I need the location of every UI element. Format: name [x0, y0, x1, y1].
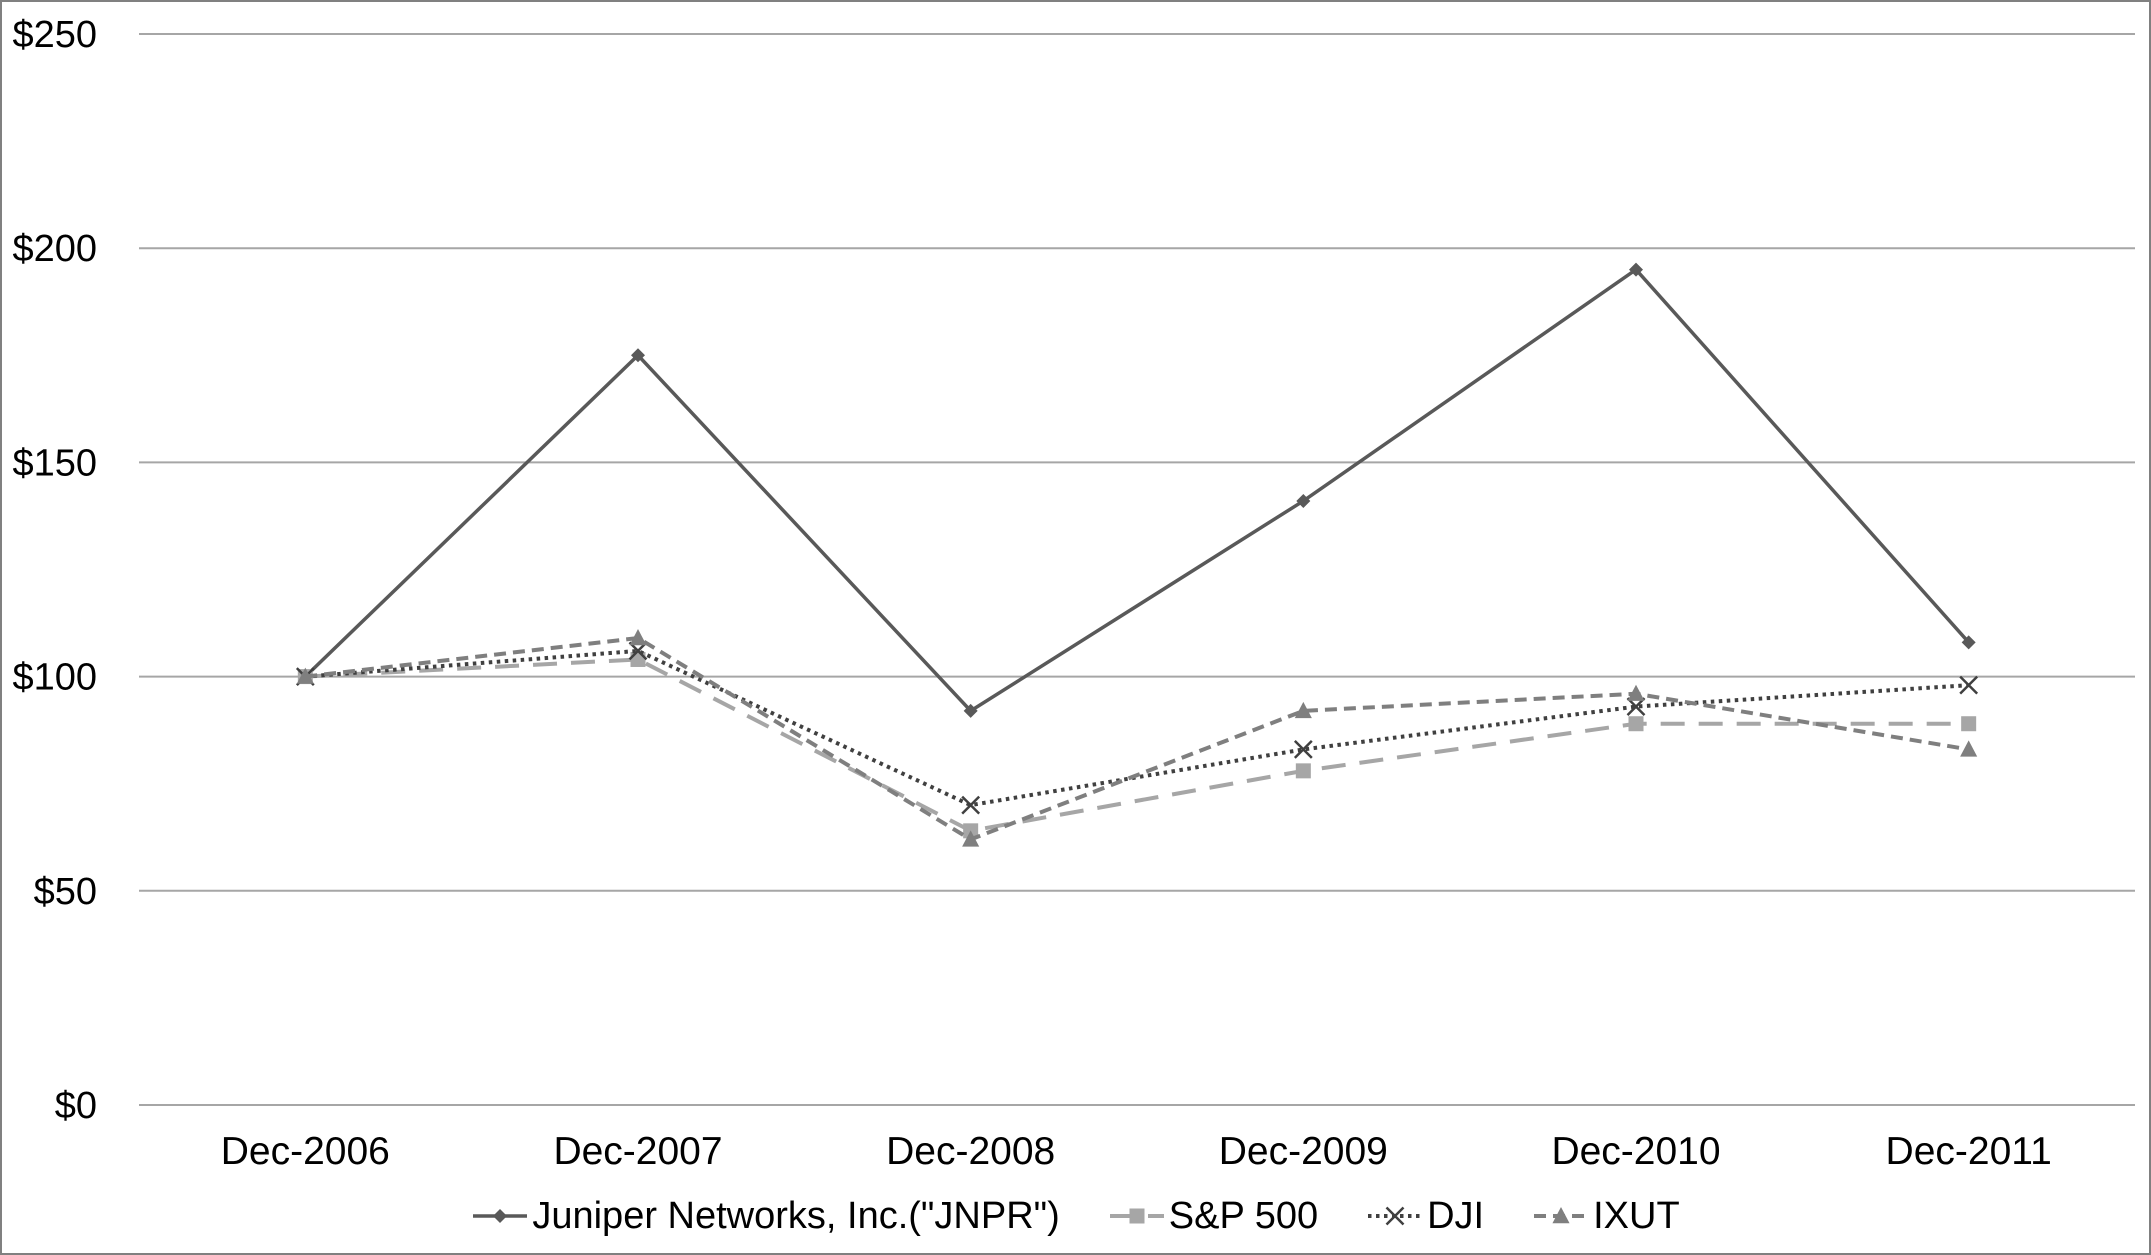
data-point-marker: [1385, 1206, 1405, 1226]
legend-item-dji: DJI: [1366, 1195, 1484, 1238]
data-point-marker: [1960, 740, 1978, 757]
data-point-marker: [1296, 493, 1311, 508]
data-point-marker: [1552, 1207, 1570, 1224]
x-axis-tick-label: Dec-2008: [886, 1130, 1055, 1173]
data-point-marker: [1295, 763, 1311, 779]
data-point-marker: [1961, 716, 1977, 732]
data-point-marker: [1129, 1208, 1145, 1224]
y-axis-tick-label: $150: [12, 442, 97, 484]
x-axis-tick-label: Dec-2009: [1219, 1130, 1388, 1173]
data-point-marker: [1294, 701, 1312, 719]
data-point-marker: [1293, 740, 1313, 759]
legend-swatch-diamond-icon: [473, 1209, 528, 1223]
data-point-marker: [963, 703, 978, 718]
legend-swatch-triangle-icon: [1534, 1207, 1589, 1224]
series-sp500: [297, 651, 1977, 839]
series-dji: [295, 641, 1979, 815]
data-point-marker: [1629, 262, 1643, 277]
legend-label: DJI: [1427, 1194, 1485, 1237]
data-point-marker: [631, 348, 645, 363]
y-axis-tick-label: $0: [55, 1085, 97, 1127]
data-point-marker: [629, 629, 647, 646]
series-line-jnpr: [304, 267, 1970, 714]
y-axis-tick-label: $200: [12, 228, 97, 270]
legend-swatch-square-icon: [1109, 1208, 1164, 1224]
legend-item-ixut: IXUT: [1532, 1195, 1680, 1238]
data-point-marker: [961, 795, 981, 815]
series-line-ixut: [305, 635, 1969, 842]
data-point-marker: [1628, 716, 1644, 732]
data-point-marker: [1959, 675, 1979, 695]
data-point-marker: [296, 667, 314, 684]
chart-legend: Juniper Networks, Inc.("JNPR") S&P 500 DJI…: [2, 1188, 2149, 1244]
x-axis-tick-label: Dec-2010: [1551, 1130, 1720, 1173]
x-axis-tick-label: Dec-2006: [221, 1130, 390, 1173]
series-line-sp500: [305, 657, 1969, 833]
data-point-marker: [630, 651, 646, 667]
legend-item-jnpr: Juniper Networks, Inc.("JNPR"): [471, 1194, 1060, 1238]
legend-swatch-x-icon: [1368, 1206, 1423, 1226]
data-point-marker: [962, 830, 980, 847]
series-jnpr: [298, 262, 1976, 718]
data-point-marker: [1961, 635, 1976, 650]
x-axis-tick-label: Dec-2007: [553, 1130, 722, 1173]
y-axis-tick-label: $250: [12, 14, 97, 56]
legend-item-sp500: S&P 500: [1108, 1195, 1318, 1238]
legend-label: IXUT: [1593, 1194, 1680, 1237]
series-line-dji: [305, 648, 1969, 808]
series-ixut: [296, 629, 1978, 847]
data-point-marker: [1627, 684, 1645, 701]
legend-label: S&P 500: [1168, 1194, 1319, 1237]
y-axis-tick-label: $100: [12, 657, 97, 699]
x-axis-tick-label: Dec-2011: [1886, 1130, 2052, 1173]
legend-label: Juniper Networks, Inc.("JNPR"): [532, 1194, 1060, 1237]
data-point-marker: [493, 1209, 508, 1223]
y-axis-tick-label: $50: [34, 871, 97, 913]
